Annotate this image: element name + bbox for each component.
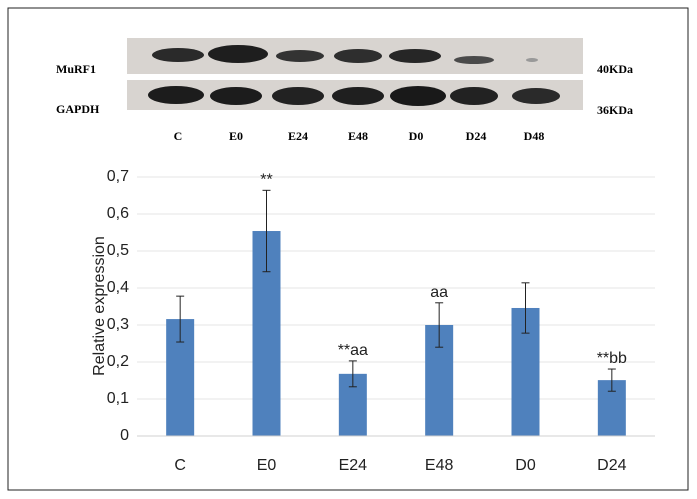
lane-label: D24 (466, 129, 487, 143)
y-tick-label: 0,7 (107, 168, 129, 185)
x-tick-label: C (174, 457, 186, 474)
band (276, 50, 324, 62)
lane-label: D48 (524, 129, 545, 143)
x-tick-label: E24 (339, 457, 368, 474)
band (334, 49, 382, 63)
annotation: **aa (338, 342, 368, 359)
lane-label: E0 (229, 129, 243, 143)
y-tick-label: 0 (120, 427, 129, 444)
y-tick-label: 0,4 (107, 279, 129, 296)
band (512, 88, 560, 104)
lane-label: C (174, 129, 183, 143)
band (152, 48, 204, 62)
band (208, 45, 268, 63)
band (526, 58, 538, 62)
lane-label: E48 (348, 129, 368, 143)
x-tick-label: D24 (597, 457, 626, 474)
annotation: **bb (597, 350, 627, 367)
lane-label: D0 (409, 129, 424, 143)
y-tick-label: 0,5 (107, 242, 129, 259)
y-axis-label: Relative expression (91, 236, 108, 376)
annotation: aa (430, 284, 448, 301)
band (454, 56, 494, 64)
lane-label: E24 (288, 129, 308, 143)
band (148, 86, 204, 104)
band (389, 49, 441, 63)
blot-row-label: GAPDH (56, 102, 100, 116)
annotation: ** (260, 172, 272, 189)
x-tick-label: D0 (515, 457, 536, 474)
y-tick-label: 0,6 (107, 205, 129, 222)
band (332, 87, 384, 105)
x-tick-label: E0 (257, 457, 277, 474)
band (450, 87, 498, 105)
band (210, 87, 262, 105)
band (390, 86, 446, 106)
y-tick-label: 0,2 (107, 353, 129, 370)
band (272, 87, 324, 105)
blot-row-label: MuRF1 (56, 62, 96, 76)
blot-image (127, 38, 583, 110)
figure: MuRF1 GAPDH 40KDa 36KDa Relative express… (0, 0, 697, 499)
y-tick-label: 0,3 (107, 316, 129, 333)
blot-size: 36KDa (597, 103, 633, 117)
blot-size: 40KDa (597, 62, 633, 76)
y-tick-label: 0,1 (107, 390, 129, 407)
x-tick-label: E48 (425, 457, 454, 474)
